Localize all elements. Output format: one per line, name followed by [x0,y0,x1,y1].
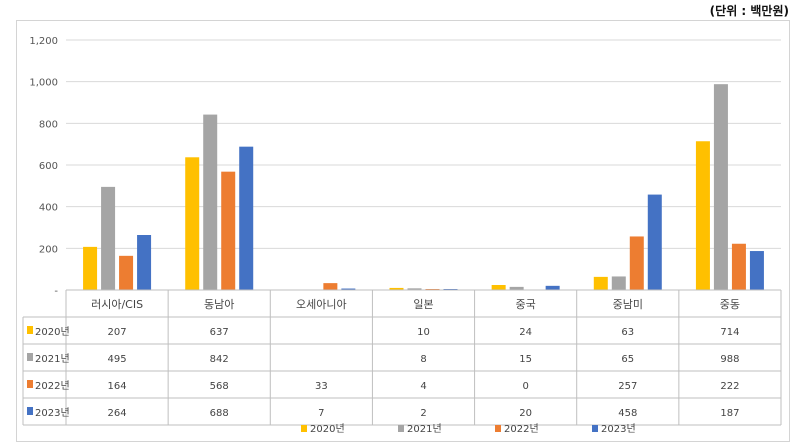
data-label: 688 [210,408,229,419]
legend-marker [398,425,404,432]
bar [389,287,404,290]
bar [221,171,236,290]
bar [491,285,506,290]
legend-key [27,407,33,415]
data-label: 33 [315,381,328,392]
bar [593,276,608,290]
data-label: 988 [720,354,739,365]
legend-key [27,380,33,388]
data-label: 264 [108,408,127,419]
bar [203,114,218,290]
bar [545,285,560,290]
data-label: 8 [420,354,426,365]
category-label: 동남아 [204,298,234,311]
bar [83,246,98,290]
bar [509,286,524,290]
data-label: 637 [210,327,229,338]
bar [407,288,422,290]
data-label: 15 [519,354,532,365]
data-label: 714 [720,327,739,338]
bar [731,243,746,290]
data-label: 7 [318,408,324,419]
bar [101,186,116,290]
y-tick-label: 400 [39,203,58,214]
category-label: 일본 [413,297,433,311]
legend-marker [495,425,501,432]
bar [695,141,710,290]
legend-marker [592,425,598,432]
data-label: 24 [519,327,532,338]
data-label: 10 [417,327,430,338]
legend-key [27,353,33,361]
data-label: 4 [420,381,426,392]
y-tick-label: - [54,286,58,297]
data-label: 20 [519,408,532,419]
data-label: 458 [618,408,637,419]
bar [749,251,764,290]
data-label: 164 [108,381,127,392]
data-label: 842 [210,354,229,365]
bar [341,288,356,290]
legend-marker [301,425,307,432]
legend-entry: 2023년 [601,423,636,435]
category-label: 러시아/CIS [91,298,143,311]
series-label: 2020년 [35,326,70,338]
legend-entry: 2020년 [310,423,345,435]
bar [323,283,338,290]
data-label: 0 [522,381,528,392]
data-label: 63 [621,327,634,338]
category-label: 오세아니아 [296,298,347,311]
legend-entry: 2022년 [504,423,539,435]
unit-note: (단위 : 백만원) [709,4,789,18]
chart-frame [16,20,790,442]
bar [185,157,200,290]
data-label: 2 [420,408,426,419]
category-label: 중동 [720,298,740,311]
category-label: 중남미 [613,298,643,311]
series-label: 2022년 [35,380,70,392]
bar [119,255,134,290]
legend-entry: 2021년 [407,423,442,435]
data-label: 257 [618,381,637,392]
bar [239,146,254,290]
y-tick-label: 200 [39,244,58,255]
data-label: 187 [720,408,739,419]
bar [137,235,152,290]
series-label: 2021년 [35,353,70,365]
data-label: 222 [720,381,739,392]
category-label: 중국 [516,298,536,311]
bar [713,84,728,291]
data-label: 568 [210,381,229,392]
legend-key [27,326,33,334]
bar [611,276,626,290]
y-tick-label: 1,200 [29,36,58,47]
y-tick-label: 600 [39,161,58,172]
data-label: 207 [108,327,127,338]
data-label: 495 [108,354,127,365]
y-tick-label: 1,000 [29,78,58,89]
y-tick-label: 800 [39,119,58,130]
bar [647,194,662,290]
series-label: 2023년 [35,407,70,419]
data-label: 65 [621,354,634,365]
bar [629,236,644,290]
